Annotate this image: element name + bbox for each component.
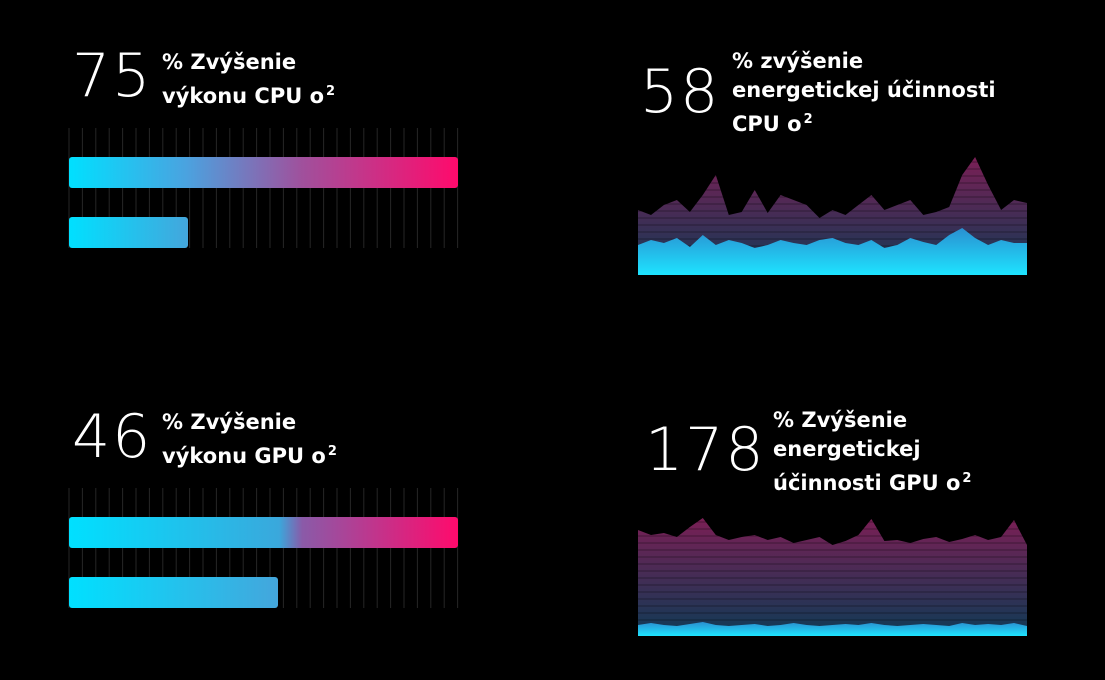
- bar: [69, 157, 458, 188]
- stat-number: 46: [72, 402, 153, 472]
- label-line: energetickej účinnosti: [732, 78, 996, 102]
- label-line: účinnosti GPU o: [773, 471, 961, 495]
- label-line: % Zvýšenie: [162, 50, 297, 74]
- label-line: % Zvýšenie: [162, 410, 297, 434]
- superscript: 2: [962, 471, 972, 486]
- label-line: % zvýšenie: [732, 49, 864, 73]
- superscript: 2: [326, 84, 336, 99]
- label-line: CPU o: [732, 112, 802, 136]
- area-upper: [638, 518, 1027, 636]
- area-lower: [638, 622, 1027, 636]
- bar: [69, 217, 188, 248]
- superscript: 2: [327, 444, 337, 459]
- label-line: výkonu GPU o: [162, 444, 326, 468]
- label-line: energetickej: [773, 437, 921, 461]
- label-line: % Zvýšenie: [773, 408, 908, 432]
- area-graphic: [638, 514, 1027, 636]
- bar: [69, 517, 458, 548]
- stat-number: 58: [640, 57, 721, 127]
- stat-number: 75: [72, 41, 153, 111]
- superscript: 2: [803, 112, 813, 127]
- area-graphic: [638, 154, 1027, 275]
- area-lower: [638, 228, 1027, 275]
- stat-number: 178: [645, 415, 766, 485]
- label-line: výkonu CPU o: [162, 84, 325, 108]
- bar: [69, 577, 278, 608]
